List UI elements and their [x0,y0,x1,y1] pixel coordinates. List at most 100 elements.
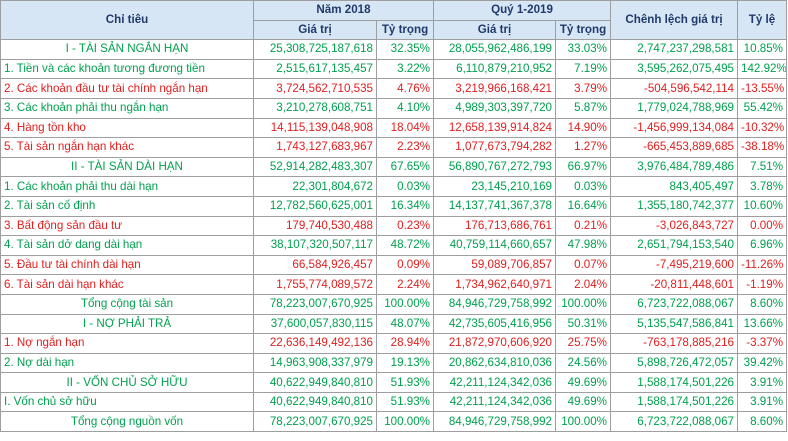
row-label: 1. Các khoản phải thu dài hạn [0,176,254,197]
value-2018: 14,115,139,048,908 [253,117,377,139]
value-2019: 1,077,673,794,282 [433,137,556,158]
row-label: I - TÀI SẢN NGẮN HẠN [0,39,254,60]
row-label: I. Vốn chủ sở hữu [0,391,254,413]
value-2018: 2,515,617,135,457 [253,58,377,80]
value-2019: 84,946,729,758,992 [433,411,556,433]
table-row: 2. Nợ dài hạn 14,963,908,337,979 19.13% … [0,352,787,374]
value-2019: 20,862,634,810,036 [433,352,556,374]
value-2019: 84,946,729,758,992 [433,293,556,315]
table-row: 4. Hàng tồn kho 14,115,139,048,908 18.04… [0,117,787,139]
value-2018: 1,755,774,089,572 [253,274,377,295]
row-label: 6. Tài sản dài hạn khác [0,274,254,295]
value-2018: 14,963,908,337,979 [253,352,377,374]
value-2019: 59,089,706,857 [433,254,556,276]
row-label: II - TÀI SẢN DÀI HẠN [0,156,254,178]
header-quy1-2019: Quý 1-2019 [433,0,611,21]
rate: 6.96% [737,235,787,256]
value-2018: 78,223,007,670,925 [253,411,377,433]
difference: 5,898,726,472,057 [610,352,738,374]
value-2019: 56,890,767,272,793 [433,156,556,178]
value-2019: 23,145,210,169 [433,176,556,197]
value-2019: 4,989,303,397,720 [433,97,556,119]
share-2018: 100.00% [376,411,434,433]
difference: 3,976,484,789,486 [610,156,738,178]
rate: 8.60% [737,293,787,315]
share-2018: 18.04% [376,117,434,139]
table-row: 3. Các khoản phải thu ngắn hạn 3,210,278… [0,97,787,119]
value-2018: 52,914,282,483,307 [253,156,377,178]
difference: -7,495,219,600 [610,254,738,276]
row-label: 1. Tiền và các khoản tương đương tiền [0,58,254,80]
row-label: II - VỐN CHỦ SỞ HỮU [0,372,254,393]
table-row: 1. Nợ ngắn hạn 22,636,149,492,136 28.94%… [0,333,787,354]
row-label: 2. Nợ dài hạn [0,352,254,374]
difference: 5,135,547,586,841 [610,313,738,335]
share-2018: 2.23% [376,137,434,158]
value-2019: 6,110,879,210,952 [433,58,556,80]
share-2018: 32.35% [376,39,434,60]
value-2019: 42,211,124,342,036 [433,391,556,413]
rate: -10.32% [737,117,787,139]
header-row-2: Giá trị Tỷ trọng Giá trị Tỷ trọng [1,19,787,41]
table-row: 2. Các khoản đầu tư tài chính ngắn hạn 3… [0,78,787,99]
header-row-1: Chỉ tiêu Năm 2018 Quý 1-2019 Chênh lệch … [0,0,787,41]
difference: 6,723,722,088,067 [610,293,738,315]
share-2018: 3.22% [376,58,434,80]
table-row: 6. Tài sản dài hạn khác 1,755,774,089,57… [0,274,787,295]
rate: 7.51% [737,156,787,178]
row-label: 3. Các khoản phải thu ngắn hạn [0,97,254,119]
row-label: 5. Tài sản ngắn hạn khác [0,137,254,158]
share-2019: 3.79% [555,78,611,99]
share-2018: 16.34% [376,195,434,217]
rate: 55.42% [737,97,787,119]
share-2018: 2.24% [376,274,434,295]
share-2018: 51.93% [376,372,434,393]
rate: 0.00% [737,215,787,237]
share-2019: 2.04% [555,274,611,295]
difference: 1,355,180,742,377 [610,195,738,217]
share-2019: 7.19% [555,58,611,80]
row-label: Tổng cộng nguồn vốn [0,411,254,433]
table-row: II - TÀI SẢN DÀI HẠN 52,914,282,483,307 … [0,156,787,178]
value-2019: 3,219,966,168,421 [433,78,556,99]
value-2018: 3,210,278,608,751 [253,97,377,119]
share-2019: 0.21% [555,215,611,237]
value-2018: 37,600,057,830,115 [253,313,377,335]
row-label: 1. Nợ ngắn hạn [0,333,254,354]
share-2018: 4.76% [376,78,434,99]
difference: 2,747,237,298,581 [610,39,738,60]
value-2019: 12,658,139,914,824 [433,117,556,139]
share-2019: 100.00% [555,411,611,433]
header-chi-tieu: Chỉ tiêu [0,0,254,41]
value-2018: 40,622,949,840,810 [253,372,377,393]
share-2019: 25.75% [555,333,611,354]
rate: -11.26% [737,254,787,276]
table-row: I. Vốn chủ sở hữu 40,622,949,840,810 51.… [0,391,787,413]
header-ty-trong-2018: Tỷ trọng [376,19,434,41]
share-2019: 66.97% [555,156,611,178]
rate: -1.19% [737,274,787,295]
difference: -665,453,889,685 [610,137,738,158]
share-2018: 51.93% [376,391,434,413]
rate: -13.55% [737,78,787,99]
table-row: 5. Tài sản ngắn hạn khác 1,743,127,683,9… [0,137,787,158]
row-label: I - NỢ PHẢI TRẢ [0,313,254,335]
share-2018: 67.65% [376,156,434,178]
table-row: Tổng cộng tài sản 78,223,007,670,925 100… [0,293,787,315]
share-2018: 48.72% [376,235,434,256]
share-2019: 14.90% [555,117,611,139]
share-2018: 0.09% [376,254,434,276]
rate: 39.42% [737,352,787,374]
rate: -38.18% [737,137,787,158]
rate: 10.85% [737,39,787,60]
value-2019: 40,759,114,660,657 [433,235,556,256]
table-row: I - TÀI SẢN NGẮN HẠN 25,308,725,187,618 … [0,39,787,60]
share-2019: 16.64% [555,195,611,217]
difference: -3,026,843,727 [610,215,738,237]
rate: -3.37% [737,333,787,354]
table-row: 3. Bất động sản đầu tư 179,740,530,488 0… [0,215,787,237]
rate: 3.91% [737,372,787,393]
difference: 2,651,794,153,540 [610,235,738,256]
share-2018: 100.00% [376,293,434,315]
